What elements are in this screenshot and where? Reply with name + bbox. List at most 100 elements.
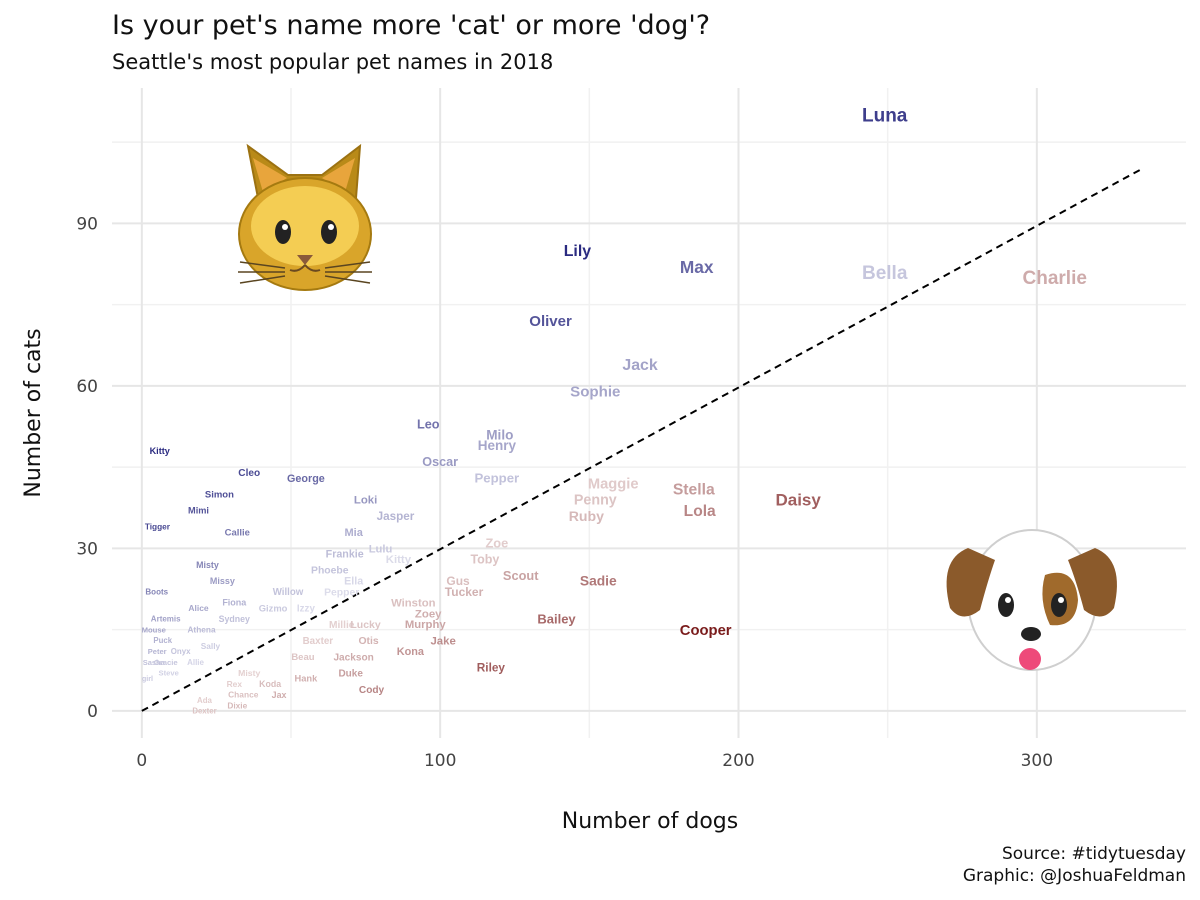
point-label: Luna [862, 106, 908, 127]
point-label: Loki [354, 495, 377, 507]
point-label: Gracie [154, 658, 179, 667]
point-label: Jasper [377, 510, 415, 523]
point-label: Zoe [485, 535, 508, 550]
point-label: Tucker [445, 585, 484, 599]
reference-line-layer [141, 168, 1142, 712]
point-label: Gizmo [259, 602, 288, 613]
y-axis-title: Number of cats [21, 328, 46, 497]
point-label: Steve [159, 669, 179, 678]
point-label: Cooper [680, 623, 732, 639]
point-label: Puck [153, 636, 172, 645]
point-label: Toby [470, 553, 499, 567]
point-label: Kona [397, 646, 425, 658]
point-label: Daisy [775, 491, 821, 510]
dog-face-icon [946, 529, 1117, 671]
point-label: Callie [225, 527, 250, 538]
point-label: Cody [359, 685, 385, 696]
y-tick-label: 30 [76, 539, 98, 559]
point-label: Jake [430, 635, 455, 647]
point-label: Lola [684, 503, 716, 520]
source-text: Source: #tidytuesday [1001, 844, 1186, 864]
chart-title: Is your pet's name more 'cat' or more 'd… [112, 10, 711, 41]
point-label: Sally [201, 641, 221, 651]
point-label: Mimi [188, 506, 209, 516]
y-tick-label: 0 [87, 702, 98, 722]
point-label: Sadie [580, 574, 617, 589]
point-label: Kitty [150, 446, 171, 456]
point-label: Millie [329, 620, 355, 631]
point-label: Murphy [405, 619, 447, 631]
reference-line [141, 168, 1142, 712]
point-label: Lucky [350, 619, 381, 631]
point-label: Boots [145, 588, 168, 597]
point-label: Dixie [227, 700, 247, 710]
chart-subtitle: Seattle's most popular pet names in 2018 [112, 50, 554, 74]
point-label: Dexter [192, 707, 216, 716]
point-label: Oliver [529, 313, 572, 330]
point-label: Missy [210, 576, 235, 586]
y-tick-label: 60 [76, 377, 98, 397]
point-label: Winston [391, 598, 436, 610]
point-label: Frankie [326, 549, 364, 561]
icon-layer [238, 143, 1117, 671]
point-label: Jax [272, 690, 287, 700]
point-label: Milo [486, 427, 513, 442]
point-label: Pepper [324, 587, 359, 598]
point-label: Riley [477, 661, 506, 675]
point-label: Maggie [588, 477, 639, 493]
graphic-credit: Graphic: @JoshuaFeldman [962, 866, 1186, 886]
point-label: Mia [344, 527, 363, 539]
point-label: Sasha [143, 658, 166, 667]
point-label: Phoebe [311, 566, 349, 577]
point-label: Henry [478, 438, 517, 453]
point-label: Bailey [537, 611, 576, 626]
point-label: Jack [622, 357, 658, 374]
point-label: Ada [197, 696, 213, 705]
point-label: Tigger [145, 522, 171, 532]
point-label: Alice [188, 603, 209, 613]
point-label: Charlie [1023, 268, 1087, 289]
point-label: Misty [238, 668, 260, 678]
point-label: Sophie [570, 384, 620, 401]
point-label: Leo [417, 417, 440, 431]
x-tick-label: 300 [1021, 751, 1053, 771]
point-label: Koda [259, 679, 281, 689]
point-label: Athena [187, 625, 216, 635]
point-label: Lulu [369, 543, 393, 555]
point-label: Zoey [415, 608, 442, 620]
x-tick-label: 200 [722, 751, 754, 771]
point-label: Oscar [422, 455, 458, 469]
point-label: Kitty [386, 554, 412, 566]
point-label: Cleo [238, 468, 260, 479]
point-label: Mouse [142, 625, 167, 634]
point-label: Chance [228, 690, 259, 700]
x-axis-title: Number of dogs [562, 809, 738, 834]
point-label: Gus [446, 574, 470, 588]
point-label: Ella [344, 576, 364, 588]
point-label: Stella [673, 481, 715, 498]
y-tick-label: 90 [76, 214, 98, 234]
point-label: Ruby [569, 508, 604, 524]
point-label: Rex [227, 679, 243, 689]
cat-face-icon [238, 143, 372, 291]
point-label: Pepper [474, 471, 519, 486]
axes: 0 100 200 300 0 30 60 90 Number of dogs Number of… [21, 214, 1053, 834]
point-label: Misty [196, 560, 219, 570]
point-label: Lily [564, 243, 592, 260]
point-label: Artemis [151, 615, 181, 624]
point-label: Allie [187, 658, 204, 667]
point-label: Sydney [219, 614, 250, 624]
point-label: Duke [338, 668, 363, 679]
point-label: Scout [503, 568, 539, 583]
point-label: Fiona [222, 598, 247, 608]
point-label: Otis [358, 636, 378, 647]
point-label: George [287, 473, 325, 485]
caption: Source: #tidytuesday Graphic: @JoshuaFel… [963, 843, 1186, 887]
x-tick-label: 100 [424, 751, 456, 771]
point-label: Izzy [297, 603, 316, 614]
x-tick-label: 0 [136, 751, 147, 771]
point-label: Hank [295, 674, 319, 684]
point-label: Simon [205, 490, 234, 501]
point-label: Penny [574, 493, 617, 509]
